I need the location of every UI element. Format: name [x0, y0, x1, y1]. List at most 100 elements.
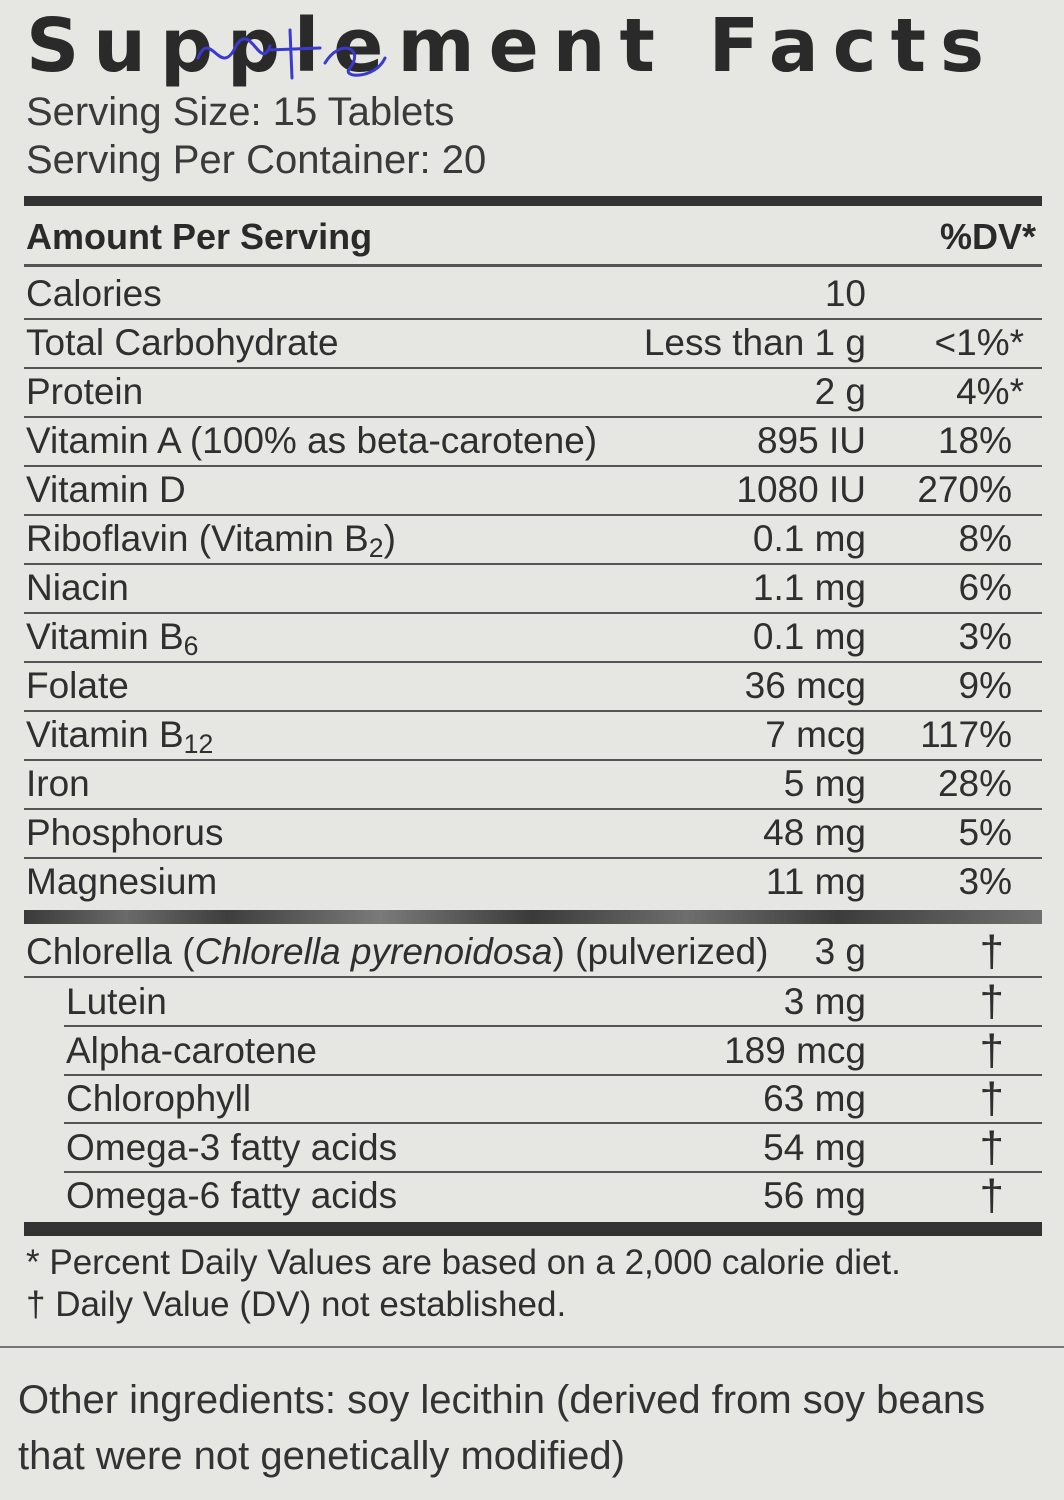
- nutrient-row: Protein 2 g 4%*: [24, 368, 1042, 416]
- nutrient-name: Niacin: [26, 567, 129, 608]
- row-divider: [24, 612, 1042, 614]
- bottom-thick-divider: [24, 1222, 1042, 1236]
- sub-ingredient-amount: 63 mg: [763, 1078, 866, 1119]
- nutrient-dv: 6%: [958, 567, 1012, 608]
- sub-ingredient-amount: 3 mg: [783, 981, 866, 1022]
- sub-ingredient-name: Alpha-carotene: [66, 1029, 317, 1071]
- footnote-percent-dv: * Percent Daily Values are based on a 2,…: [26, 1243, 901, 1282]
- nutrient-name: Vitamin B12: [26, 714, 214, 759]
- sub-ingredient-amount: 56 mg: [763, 1175, 866, 1216]
- nutrient-name: Folate: [26, 665, 129, 706]
- handwritten-scribble: [196, 28, 387, 80]
- nutrient-row: Niacin 1.1 mg 6%: [24, 564, 1042, 612]
- panel-title: Supplement Facts: [26, 3, 999, 89]
- serving-size: Serving Size: 15 Tablets: [26, 90, 455, 134]
- sub-ingredient-row: Omega-3 fatty acids 54 mg †: [24, 1122, 1042, 1172]
- panel-border: [0, 1346, 1064, 1348]
- nutrient-row: Vitamin D 1080 IU 270%: [24, 466, 1042, 514]
- nutrient-row: Magnesium 11 mg 3%: [24, 858, 1042, 906]
- nutrient-dv: 270%: [917, 469, 1012, 510]
- nutrient-name: Iron: [26, 763, 90, 804]
- row-divider: [24, 759, 1042, 761]
- nutrient-name: Magnesium: [26, 861, 218, 902]
- row-divider: [24, 661, 1042, 663]
- nutrient-amount: 1080 IU: [736, 469, 866, 510]
- nutrient-amount: 36 mcg: [744, 665, 866, 706]
- row-divider: [24, 465, 1042, 467]
- sub-ingredient-row: Omega-6 fatty acids 56 mg †: [24, 1172, 1042, 1220]
- nutrient-amount: Less than 1 g: [643, 322, 866, 363]
- servings-per-container: Serving Per Container: 20: [26, 138, 487, 182]
- footnote-dagger: † Daily Value (DV) not established.: [26, 1285, 567, 1324]
- nutrient-subscript: 2: [368, 532, 384, 563]
- nutrient-amount: 1.1 mg: [752, 567, 866, 608]
- nutrient-name-suffix: ): [383, 518, 396, 559]
- sub-ingredient-name: Lutein: [66, 981, 167, 1022]
- sub-ingredient-amount: 189 mcg: [724, 1029, 866, 1071]
- row-divider: [24, 976, 1042, 978]
- row-divider: [24, 514, 1042, 516]
- chlorella-amount: 3 g: [814, 931, 866, 972]
- header-divider: [24, 264, 1042, 267]
- nutrient-amount: 0.1 mg: [752, 518, 866, 559]
- nutrient-dv: 8%: [958, 518, 1012, 559]
- amount-per-serving-header: Amount Per Serving: [26, 216, 373, 257]
- row-divider: [24, 367, 1042, 369]
- nutrient-subscript: 6: [183, 630, 199, 661]
- nutrient-row: Iron 5 mg 28%: [24, 760, 1042, 808]
- nutrient-amount: 11 mg: [765, 861, 866, 902]
- nutrient-name: Vitamin B6: [26, 616, 199, 661]
- nutrient-amount: 2 g: [814, 371, 866, 412]
- chlorella-name: Chlorella (Chlorella pyrenoidosa) (pulve…: [26, 931, 769, 972]
- nutrient-row: Vitamin B6 0.1 mg 3%: [24, 613, 1042, 661]
- sub-ingredient-row: Lutein 3 mg †: [24, 978, 1042, 1026]
- nutrient-name: Vitamin D: [26, 469, 186, 510]
- row-divider: [24, 318, 1042, 320]
- dv-header: %DV*: [939, 216, 1036, 257]
- sub-ingredient-name: Chlorophyll: [66, 1078, 252, 1119]
- nutrient-name: Total Carbohydrate: [26, 322, 339, 363]
- nutrient-dv: 9%: [958, 665, 1012, 706]
- nutrient-dv: <1%*: [934, 322, 1024, 363]
- nutrient-amount: 7 mcg: [765, 714, 866, 755]
- nutrient-dv: 5%: [958, 812, 1012, 853]
- nutrient-subscript: 12: [183, 728, 214, 759]
- nutrient-amount: 895 IU: [756, 420, 866, 461]
- dagger-icon: †: [979, 927, 1004, 976]
- row-divider: [24, 710, 1042, 712]
- nutrient-row: Total Carbohydrate Less than 1 g <1%*: [24, 319, 1042, 367]
- row-divider: [64, 1122, 1042, 1124]
- nutrient-amount: 5 mg: [783, 763, 866, 804]
- nutrient-row: Calories 10: [24, 270, 1042, 318]
- thick-divider: [24, 196, 1042, 206]
- row-divider: [64, 1170, 1042, 1173]
- nutrient-name: Protein: [26, 371, 144, 412]
- nutrient-row: Phosphorus 48 mg 5%: [24, 809, 1042, 857]
- nutrient-amount: 10: [824, 273, 866, 314]
- sub-ingredient-name: Omega-3 fatty acids: [66, 1126, 398, 1168]
- nutrient-dv: 3%: [958, 616, 1012, 657]
- row-divider: [24, 857, 1042, 859]
- nutrient-name: Phosphorus: [26, 812, 224, 853]
- sub-ingredient-row: Chlorophyll 63 mg †: [24, 1075, 1042, 1123]
- dagger-icon: †: [979, 1074, 1004, 1123]
- nutrient-row: Vitamin A (100% as beta-carotene) 895 IU 1…: [24, 417, 1042, 465]
- nutrient-name: Riboflavin (Vitamin B2): [26, 518, 396, 563]
- row-divider: [64, 1073, 1042, 1076]
- nutrient-amount: 0.1 mg: [752, 616, 866, 657]
- dagger-icon: †: [979, 977, 1004, 1026]
- nutrient-dv: 28%: [937, 763, 1012, 804]
- nutrient-amount: 48 mg: [763, 812, 866, 853]
- other-ingredients: Other ingredients: soy lecithin (derived…: [18, 1378, 986, 1478]
- nutrient-name: Vitamin A (100% as beta-carotene): [26, 420, 598, 461]
- section-divider: [24, 910, 1042, 924]
- dagger-icon: †: [979, 1171, 1004, 1220]
- row-divider: [64, 1025, 1042, 1027]
- row-divider: [24, 808, 1042, 810]
- nutrient-dv: 3%: [958, 861, 1012, 902]
- dagger-icon: †: [979, 1025, 1004, 1075]
- dagger-icon: †: [979, 1122, 1004, 1172]
- nutrient-row: Vitamin B12 7 mcg 117%: [24, 711, 1042, 759]
- nutrient-dv: 4%*: [956, 371, 1024, 412]
